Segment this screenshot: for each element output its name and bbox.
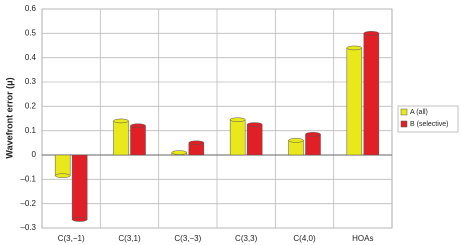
legend-swatch: [400, 108, 408, 116]
x-tick-label: C(4,0): [293, 234, 316, 243]
bar: [305, 134, 321, 156]
bar: [363, 33, 380, 156]
bar-cap: [288, 138, 304, 143]
bar: [113, 120, 129, 156]
y-axis-label: Wavefront error (μ): [4, 77, 14, 158]
x-tick-label: C(3,1): [118, 234, 141, 243]
bar-cap: [363, 31, 380, 36]
bar-cap: [130, 123, 146, 129]
legend-box: [397, 105, 459, 133]
y-tick-label: 0.6: [25, 4, 37, 13]
y-tick-label: 0.5: [25, 28, 37, 37]
legend-label: B (selective): [410, 121, 449, 128]
bar: [71, 154, 88, 220]
bar: [54, 154, 71, 176]
bar-cap: [188, 140, 205, 146]
bar: [346, 47, 363, 156]
bar-cap: [171, 150, 188, 155]
y-tick-label: 0.3: [25, 77, 37, 86]
bar: [246, 124, 263, 156]
y-tick-label: 0.2: [25, 101, 37, 110]
bar-cap: [246, 122, 263, 127]
x-tick-label: HOAs: [352, 234, 373, 243]
bar-cap: [113, 118, 129, 124]
bar-cap: [54, 173, 71, 178]
bar: [229, 119, 246, 156]
legend-label: A (all): [410, 109, 428, 116]
y-tick-label: 0.1: [25, 126, 37, 135]
y-tick-label: –0.3: [20, 223, 36, 232]
y-tick-label: 0: [32, 150, 37, 159]
y-tick-label: –0.1: [20, 174, 36, 183]
bar-cap: [229, 117, 246, 122]
y-tick-label: 0.4: [25, 53, 37, 62]
x-tick-label: C(3,−1): [58, 234, 85, 243]
x-tick-label: C(3,3): [235, 234, 258, 243]
legend-swatch: [400, 120, 408, 128]
x-tick-label: C(3,−3): [174, 234, 201, 243]
bar-cap: [305, 132, 321, 137]
bar-cap: [71, 217, 88, 222]
bar-cap: [346, 45, 363, 51]
bar: [130, 125, 146, 156]
y-tick-label: –0.2: [20, 199, 36, 208]
